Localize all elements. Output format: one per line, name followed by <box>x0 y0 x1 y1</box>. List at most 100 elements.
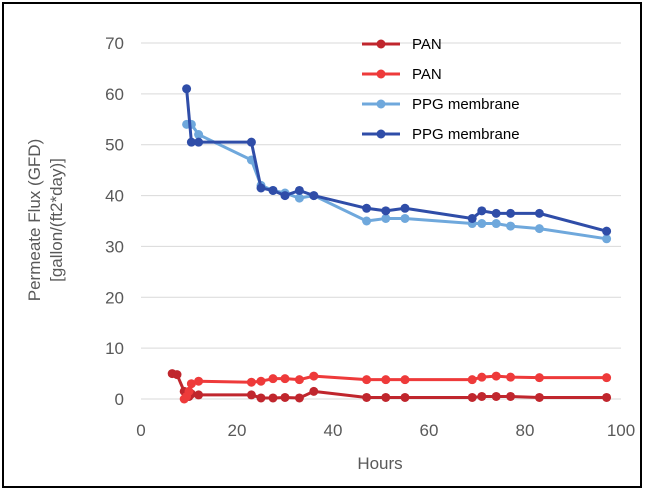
legend-label: PPG membrane <box>412 96 520 113</box>
data-point <box>381 392 391 402</box>
data-point <box>467 392 477 402</box>
data-point <box>362 375 372 385</box>
data-point <box>491 391 501 401</box>
data-point <box>381 206 391 216</box>
series-1 <box>167 369 612 403</box>
data-point <box>534 224 544 234</box>
x-tick-label: 80 <box>516 421 535 440</box>
y-tick-label: 70 <box>105 34 124 53</box>
legend-item: PAN <box>362 36 442 53</box>
data-point <box>194 137 204 147</box>
data-point <box>280 392 290 402</box>
x-tick-label: 40 <box>324 421 343 440</box>
data-point <box>268 374 278 384</box>
data-point <box>280 374 290 384</box>
data-point <box>268 393 278 403</box>
y-tick-label: 60 <box>105 85 124 104</box>
data-point <box>602 373 612 383</box>
data-point <box>400 213 410 223</box>
data-point <box>184 386 194 396</box>
data-point <box>186 137 196 147</box>
data-point <box>477 391 487 401</box>
data-point <box>182 84 192 94</box>
data-point <box>477 372 487 382</box>
gridlines <box>141 42 621 400</box>
data-point <box>467 375 477 385</box>
legend-label: PAN <box>412 36 442 53</box>
y-axis-title-line-2: [gallon/(ft2*day)] <box>47 158 66 282</box>
x-tick-label: 20 <box>228 421 247 440</box>
data-point <box>506 391 516 401</box>
data-point <box>534 208 544 218</box>
data-point <box>400 375 410 385</box>
data-point <box>280 191 290 201</box>
y-axis-title-line-1: Permeate Flux (GFD) <box>25 139 44 301</box>
legend-swatch-marker <box>376 99 386 109</box>
legend: PAN PAN PPG membrane PPG membrane <box>362 36 520 143</box>
y-axis-ticks: 0 10 20 30 40 50 60 70 <box>105 34 124 409</box>
data-point <box>362 216 372 226</box>
legend-swatch-marker <box>376 69 386 79</box>
data-point <box>294 193 304 203</box>
data-point <box>506 372 516 382</box>
data-point <box>194 130 204 140</box>
data-point <box>268 185 278 195</box>
data-point <box>534 392 544 402</box>
x-axis-ticks: 0 20 40 60 80 100 <box>136 421 635 440</box>
data-point <box>491 219 501 229</box>
data-point <box>381 375 391 385</box>
data-point <box>194 390 204 400</box>
data-point <box>186 379 196 389</box>
data-point <box>602 226 612 236</box>
data-point <box>362 203 372 213</box>
y-tick-label: 20 <box>105 288 124 307</box>
data-point <box>400 203 410 213</box>
data-point <box>400 392 410 402</box>
data-point <box>309 371 319 381</box>
data-point <box>309 191 319 201</box>
data-point <box>477 206 487 216</box>
data-point <box>172 370 182 380</box>
data-point <box>246 137 256 147</box>
x-tick-label: 100 <box>607 421 635 440</box>
y-axis-title: Permeate Flux (GFD) [gallon/(ft2*day)] <box>25 139 66 301</box>
data-point <box>602 234 612 244</box>
data-point <box>256 393 266 403</box>
legend-swatch-marker <box>376 39 386 49</box>
series-3 <box>182 119 612 244</box>
y-tick-label: 50 <box>105 136 124 155</box>
data-point <box>602 392 612 402</box>
x-tick-label: 0 <box>136 421 145 440</box>
x-axis-title: Hours <box>357 454 402 473</box>
data-point <box>294 185 304 195</box>
data-point <box>294 393 304 403</box>
legend-item: PAN <box>362 66 442 83</box>
y-tick-label: 30 <box>105 237 124 256</box>
data-point <box>477 219 487 229</box>
data-point <box>534 373 544 383</box>
data-point <box>491 371 501 381</box>
chart-frame <box>2 2 642 488</box>
legend-item: PPG membrane <box>362 126 520 143</box>
legend-swatch-marker <box>376 129 386 139</box>
y-tick-label: 0 <box>115 390 124 409</box>
series-4 <box>182 84 612 236</box>
data-point <box>309 386 319 396</box>
data-point <box>256 183 266 193</box>
data-point <box>381 213 391 223</box>
series-layer <box>167 84 612 404</box>
data-point <box>194 376 204 386</box>
data-point <box>506 221 516 231</box>
legend-label: PAN <box>412 66 442 83</box>
y-tick-label: 10 <box>105 339 124 358</box>
data-point <box>246 390 256 400</box>
y-tick-label: 40 <box>105 187 124 206</box>
data-point <box>362 392 372 402</box>
x-tick-label: 60 <box>420 421 439 440</box>
legend-item: PPG membrane <box>362 96 520 113</box>
data-point <box>294 375 304 385</box>
data-point <box>256 376 266 386</box>
data-point <box>506 208 516 218</box>
data-point <box>246 377 256 387</box>
